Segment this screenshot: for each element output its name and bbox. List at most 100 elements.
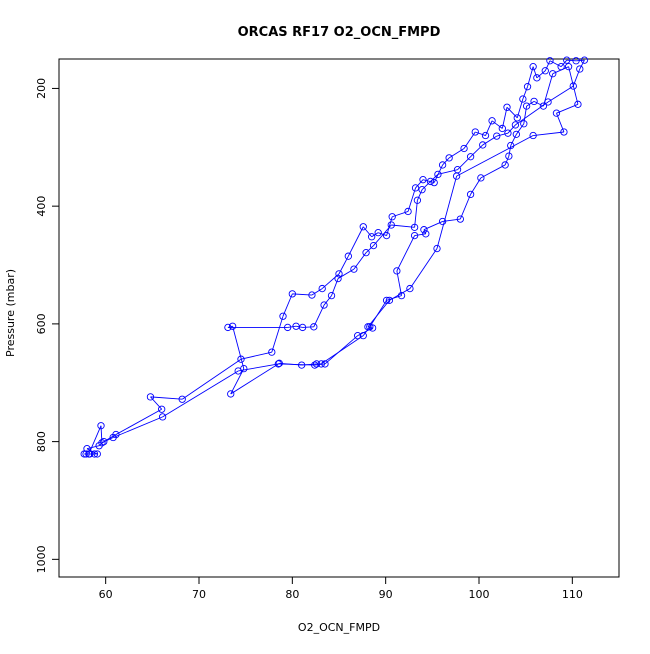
series-line-segment xyxy=(480,164,506,179)
series-line-segment xyxy=(367,326,373,329)
data-point xyxy=(422,230,430,238)
series-line-segment xyxy=(482,135,497,146)
data-point xyxy=(382,296,391,304)
data-point xyxy=(237,355,245,363)
data-point xyxy=(385,296,394,304)
series-line-segment xyxy=(515,123,525,135)
series-line-segment xyxy=(373,224,392,246)
data-point xyxy=(288,290,296,298)
series-line-segment xyxy=(112,416,163,438)
data-point xyxy=(368,233,376,241)
series-line-segment xyxy=(556,103,579,114)
series-line-segment xyxy=(371,232,379,238)
chart-title: ORCAS RF17 O2_OCN_FMPD xyxy=(238,25,441,40)
x-tick-label: 70 xyxy=(192,588,206,601)
data-point xyxy=(268,348,276,356)
series-line-segment xyxy=(321,335,364,365)
series-line-segment xyxy=(442,157,450,166)
data-point xyxy=(549,70,557,78)
data-point xyxy=(274,360,282,368)
series-line-segment xyxy=(181,358,242,400)
data-point xyxy=(504,129,512,137)
data-point xyxy=(430,178,438,187)
series-line-segment xyxy=(238,363,279,372)
data-point xyxy=(308,291,316,299)
series-line-segment xyxy=(504,155,510,166)
series-line-segment xyxy=(391,224,415,228)
series-line-segment xyxy=(510,134,517,146)
data-point xyxy=(228,322,237,330)
data-point xyxy=(503,103,511,111)
data-point xyxy=(98,439,106,447)
series-line-segment xyxy=(422,179,435,184)
data-point xyxy=(292,322,300,330)
data-point xyxy=(178,395,186,403)
data-point xyxy=(501,161,509,169)
series-line-segment xyxy=(232,326,245,369)
data-point xyxy=(572,57,580,65)
x-axis: 60 70 80 90 100 110 xyxy=(99,576,583,601)
data-point xyxy=(460,144,468,153)
series-line-segment xyxy=(392,211,409,218)
data-point xyxy=(97,422,105,430)
data-point xyxy=(563,56,571,64)
data-point xyxy=(388,213,396,221)
y-tick-label: 600 xyxy=(35,313,48,334)
data-point xyxy=(505,152,513,160)
data-point xyxy=(520,120,528,128)
series-line-segment xyxy=(362,226,373,238)
series-line-segment xyxy=(470,144,484,158)
data-point xyxy=(298,361,306,369)
series-line-segment xyxy=(579,59,585,70)
series-line-segment xyxy=(396,235,416,272)
data-point xyxy=(471,128,479,136)
series-line-segment xyxy=(416,189,423,201)
data-point xyxy=(560,128,568,136)
data-point xyxy=(279,312,287,320)
x-tick-label: 110 xyxy=(562,588,583,601)
x-tick-label: 100 xyxy=(469,588,490,601)
series-line-segment xyxy=(522,86,528,100)
data-point xyxy=(311,361,319,369)
series-line-segment xyxy=(414,200,418,228)
series-line-segment xyxy=(101,437,114,444)
series-line-segment xyxy=(313,304,325,328)
data-point xyxy=(433,244,441,253)
series-line-segment xyxy=(230,368,245,395)
data-point xyxy=(80,450,88,458)
data-point xyxy=(368,324,377,332)
data-point xyxy=(452,172,461,180)
data-point xyxy=(438,161,447,169)
series-line-segment xyxy=(323,295,332,306)
series-line-segment xyxy=(475,131,486,136)
series-line-segment xyxy=(347,226,364,257)
data-point xyxy=(512,130,520,138)
series-line-segment xyxy=(396,270,402,296)
data-point xyxy=(513,114,521,122)
data-point xyxy=(539,102,548,110)
x-axis-label: O2_OCN_FMPD xyxy=(298,621,380,634)
series-line-segment xyxy=(566,59,577,62)
series-line-segment xyxy=(407,187,416,212)
series-line-segment xyxy=(378,232,387,237)
y-axis: 200 400 600 800 1000 xyxy=(35,78,60,573)
data-point xyxy=(529,63,537,71)
data-point xyxy=(224,323,232,332)
series-line-segment xyxy=(423,229,427,235)
series-line-segment xyxy=(311,288,323,296)
series-line-segment xyxy=(459,194,472,220)
series-line-segment xyxy=(547,85,574,103)
data-point xyxy=(498,124,506,133)
data-point xyxy=(493,132,501,140)
series-line-segment xyxy=(324,335,358,365)
data-point xyxy=(557,63,565,71)
series-line-segment xyxy=(88,425,102,455)
series-line-segment xyxy=(115,408,162,435)
data-point xyxy=(93,450,101,458)
data-point xyxy=(413,196,422,204)
data-point xyxy=(481,131,490,140)
series-line-segment xyxy=(506,106,518,119)
data-point xyxy=(544,98,552,106)
data-point xyxy=(227,390,235,398)
data-point xyxy=(158,413,167,421)
